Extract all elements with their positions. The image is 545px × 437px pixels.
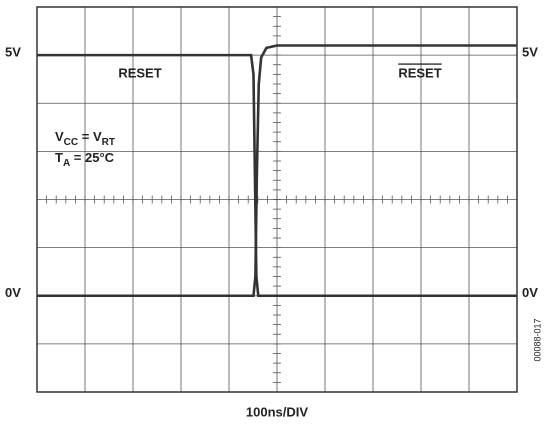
condition-part: V: [55, 129, 64, 144]
plot-frame: [36, 6, 518, 393]
y-tick-label: 5V: [5, 45, 21, 60]
condition-part: = 25°C: [70, 150, 114, 165]
condition: VCC = VRT: [55, 129, 115, 147]
x-axis-label: 100ns/DIV: [246, 404, 308, 419]
condition-part: RT: [102, 137, 115, 148]
y2-tick-label: 5V: [522, 45, 538, 60]
y2-tick-label: 0V: [522, 285, 538, 300]
trace: [37, 44, 517, 298]
trace: [37, 53, 517, 298]
series-label: RESET: [398, 65, 441, 80]
y-tick-label: 0V: [5, 285, 21, 300]
series-label: RESET: [118, 65, 161, 80]
condition: TA = 25°C: [55, 150, 115, 168]
figure-id: 00088-017: [532, 318, 542, 361]
condition-part: CC: [64, 137, 78, 148]
condition-part: T: [55, 150, 63, 165]
condition-part: A: [63, 158, 70, 169]
condition-part: = V: [78, 129, 102, 144]
